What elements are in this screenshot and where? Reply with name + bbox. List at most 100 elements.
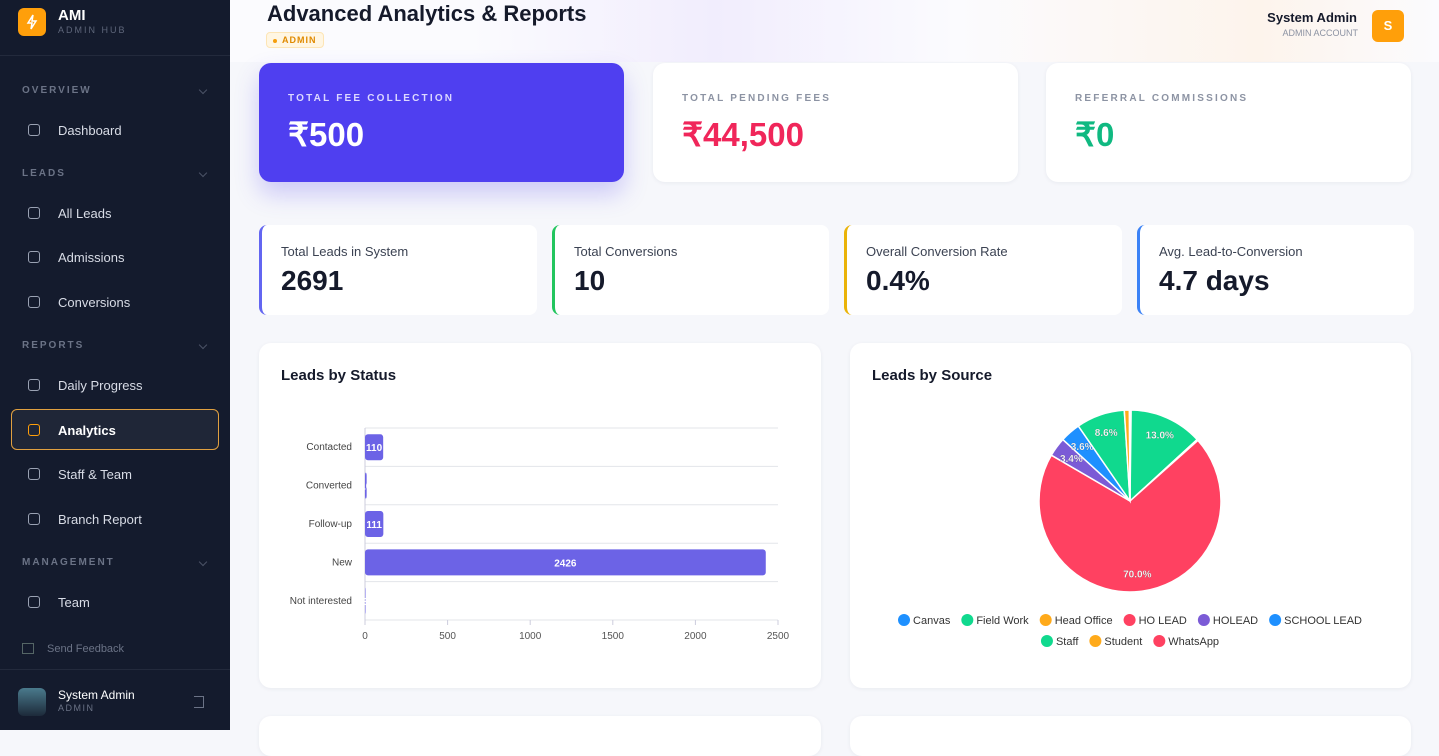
card-value: ₹500 <box>288 115 364 154</box>
summary-card: TOTAL FEE COLLECTION ₹500 <box>259 63 624 182</box>
stat-label: Total Leads in System <box>281 244 408 259</box>
data-label: 110 <box>366 443 383 454</box>
stat-card: Total Leads in System 2691 <box>259 225 537 315</box>
stat-label: Total Conversions <box>574 244 677 259</box>
section-toggle[interactable] <box>199 558 207 566</box>
nav-item[interactable]: Conversions <box>58 295 130 310</box>
stat-card: Total Conversions 10 <box>552 225 829 315</box>
chart-card <box>259 716 821 756</box>
x-tick-label: 1500 <box>602 631 625 642</box>
legend-swatch <box>1089 635 1101 647</box>
slice-label: 13.0% <box>1146 431 1174 442</box>
brand-sub: ADMIN HUB <box>58 25 127 35</box>
legend-item: HOLEAD <box>1198 614 1258 627</box>
x-tick-label: 500 <box>439 631 456 642</box>
slice-label: 8.6% <box>1095 428 1118 439</box>
legend-item: Canvas <box>898 614 951 627</box>
brand: AMI <box>58 7 86 24</box>
legend-item: Staff <box>1041 635 1079 648</box>
legend-item: Student <box>1089 635 1142 648</box>
x-tick-label: 2500 <box>767 631 790 642</box>
nav-item[interactable]: Daily Progress <box>58 378 143 393</box>
legend-swatch <box>1269 614 1281 626</box>
pie-chart: Leads by Source13.0%70.0%3.4%3.6%8.6%Can… <box>850 343 1411 688</box>
y-tick-label: Not interested <box>290 596 352 607</box>
legend-swatch <box>1198 614 1210 626</box>
card-label: TOTAL FEE COLLECTION <box>288 93 454 104</box>
section-toggle[interactable] <box>199 341 207 349</box>
x-tick-label: 2000 <box>684 631 707 642</box>
legend-label: Student <box>1104 636 1142 648</box>
legend-swatch <box>1153 635 1165 647</box>
page-title: Advanced Analytics & Reports <box>267 1 587 27</box>
nav-icon <box>28 424 40 436</box>
legend-label: HO LEAD <box>1139 615 1187 627</box>
legend-label: HOLEAD <box>1213 615 1258 627</box>
user-avatar <box>18 688 46 716</box>
chart-title: Leads by Source <box>872 367 992 384</box>
badge-dot <box>273 39 277 43</box>
summary-card: REFERRAL COMMISSIONS ₹0 <box>1046 63 1411 182</box>
card-value: ₹44,500 <box>682 115 804 154</box>
nav-icon <box>28 513 40 525</box>
legend-item: Field Work <box>961 614 1029 627</box>
nav-icon <box>28 251 40 263</box>
stat-value: 10 <box>574 265 605 297</box>
logout-button[interactable] <box>194 696 204 708</box>
nav-item[interactable]: Staff & Team <box>58 467 132 482</box>
section-toggle[interactable] <box>199 169 207 177</box>
legend-item: WhatsApp <box>1153 635 1219 648</box>
nav-item[interactable]: All Leads <box>58 206 111 221</box>
card-label: TOTAL PENDING FEES <box>682 93 831 104</box>
nav-item[interactable]: Analytics <box>58 423 116 438</box>
nav-icon <box>28 379 40 391</box>
nav-item[interactable]: Team <box>58 595 90 610</box>
user-role: ADMIN <box>58 703 95 713</box>
x-tick-label: 0 <box>362 631 368 642</box>
card-value: ₹0 <box>1075 115 1114 154</box>
slice-label: 70.0% <box>1123 569 1151 580</box>
nav-item[interactable]: Dashboard <box>58 123 122 138</box>
legend-label: Field Work <box>976 615 1029 627</box>
x-tick-label: 1000 <box>519 631 542 642</box>
legend-swatch <box>961 614 973 626</box>
y-tick-label: Converted <box>306 481 352 492</box>
nav-item[interactable]: Admissions <box>58 250 124 265</box>
header-avatar[interactable]: S <box>1372 10 1404 42</box>
legend-label: Canvas <box>913 615 951 627</box>
section-title: LEADS <box>22 168 66 179</box>
feedback-link[interactable]: Send Feedback <box>47 643 124 655</box>
feedback-icon <box>22 643 34 654</box>
header-user-role: ADMIN ACCOUNT <box>1282 28 1358 38</box>
stat-value: 4.7 days <box>1159 265 1270 297</box>
page: {"sidebar":{"brand":"AMI","brand_sub":"A… <box>0 0 1439 730</box>
data-label: 3 <box>362 597 368 608</box>
nav-icon <box>28 207 40 219</box>
divider <box>0 55 230 56</box>
section-title: REPORTS <box>22 340 84 351</box>
user-name: System Admin <box>58 688 135 702</box>
pie-slice <box>1129 410 1130 501</box>
logo <box>18 8 46 36</box>
logo-icon <box>18 8 46 36</box>
stat-value: 2691 <box>281 265 343 297</box>
legend-item: SCHOOL LEAD <box>1269 614 1362 627</box>
header-user-name: System Admin <box>1267 10 1357 25</box>
legend-swatch <box>898 614 910 626</box>
data-label: 111 <box>366 520 382 531</box>
stat-label: Avg. Lead-to-Conversion <box>1159 244 1303 259</box>
divider <box>0 669 230 670</box>
stat-card: Avg. Lead-to-Conversion 4.7 days <box>1137 225 1414 315</box>
legend-label: Staff <box>1056 636 1079 648</box>
section-title: MANAGEMENT <box>22 557 115 568</box>
legend-swatch <box>1041 635 1053 647</box>
legend-item: HO LEAD <box>1124 614 1187 627</box>
data-label: 10 <box>360 482 372 493</box>
nav-item[interactable]: Branch Report <box>58 512 142 527</box>
chart-title: Leads by Status <box>281 367 396 384</box>
legend-label: SCHOOL LEAD <box>1284 615 1362 627</box>
section-toggle[interactable] <box>199 86 207 94</box>
